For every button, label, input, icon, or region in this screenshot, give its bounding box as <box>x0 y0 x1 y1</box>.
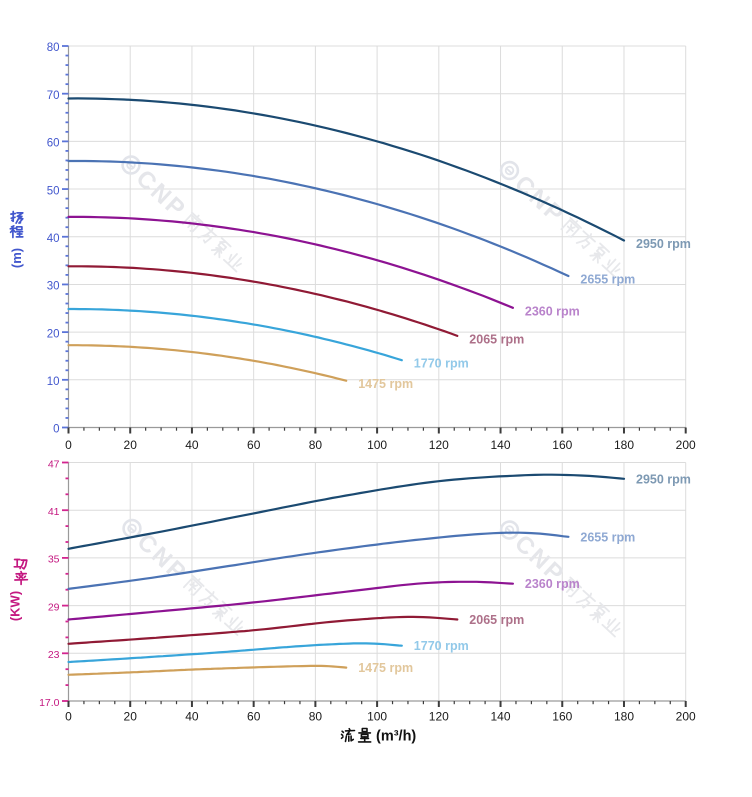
svg-text:40: 40 <box>185 710 199 724</box>
svg-text:1475 rpm: 1475 rpm <box>358 377 413 391</box>
svg-text:0: 0 <box>65 710 72 724</box>
svg-text:2655 rpm: 2655 rpm <box>580 530 635 544</box>
svg-text:35: 35 <box>48 554 60 566</box>
svg-text:200: 200 <box>676 710 696 724</box>
svg-text:0: 0 <box>53 424 59 436</box>
svg-text:40: 40 <box>47 233 60 245</box>
svg-text:180: 180 <box>614 710 634 724</box>
svg-text:200: 200 <box>676 438 696 452</box>
svg-text:1770 rpm: 1770 rpm <box>414 639 469 653</box>
svg-text:80: 80 <box>47 42 60 54</box>
svg-text:100: 100 <box>367 710 387 724</box>
svg-text:2950 rpm: 2950 rpm <box>636 472 691 486</box>
svg-text:41: 41 <box>48 506 60 518</box>
svg-text:20: 20 <box>124 710 138 724</box>
svg-text:140: 140 <box>490 710 510 724</box>
svg-text:50: 50 <box>47 185 60 197</box>
svg-text:1475 rpm: 1475 rpm <box>358 661 413 675</box>
svg-text:30: 30 <box>47 281 60 293</box>
svg-text:160: 160 <box>552 710 572 724</box>
svg-text:2655 rpm: 2655 rpm <box>580 273 635 287</box>
svg-text:0: 0 <box>65 438 72 452</box>
svg-text:2360 rpm: 2360 rpm <box>525 577 580 591</box>
svg-text:80: 80 <box>309 710 323 724</box>
svg-text:1770 rpm: 1770 rpm <box>414 357 469 371</box>
svg-text:60: 60 <box>247 438 261 452</box>
svg-text:70: 70 <box>47 90 60 102</box>
svg-text:80: 80 <box>309 438 323 452</box>
svg-text:120: 120 <box>429 710 449 724</box>
svg-text:29: 29 <box>48 601 60 613</box>
svg-text:20: 20 <box>124 438 138 452</box>
svg-text:2360 rpm: 2360 rpm <box>525 304 580 318</box>
svg-text:CNP: CNP <box>131 165 192 224</box>
svg-text:20: 20 <box>47 328 60 340</box>
svg-text:140: 140 <box>490 438 510 452</box>
svg-text:60: 60 <box>47 138 60 150</box>
svg-text:10: 10 <box>47 376 60 388</box>
svg-text:160: 160 <box>552 438 572 452</box>
svg-text:47: 47 <box>48 458 60 470</box>
svg-text:17.0: 17.0 <box>39 697 60 709</box>
svg-text:180: 180 <box>614 438 634 452</box>
svg-text:(m³/h): (m³/h) <box>376 729 416 745</box>
svg-text:120: 120 <box>429 438 449 452</box>
svg-text:2065 rpm: 2065 rpm <box>469 332 524 346</box>
svg-text:23: 23 <box>48 649 60 661</box>
svg-text:100: 100 <box>367 438 387 452</box>
svg-text:(KW): (KW) <box>8 591 23 621</box>
svg-text:40: 40 <box>185 438 199 452</box>
svg-text:(m): (m) <box>9 248 24 268</box>
svg-text:2950 rpm: 2950 rpm <box>636 237 691 251</box>
svg-text:2065 rpm: 2065 rpm <box>469 613 524 627</box>
svg-text:60: 60 <box>247 710 261 724</box>
